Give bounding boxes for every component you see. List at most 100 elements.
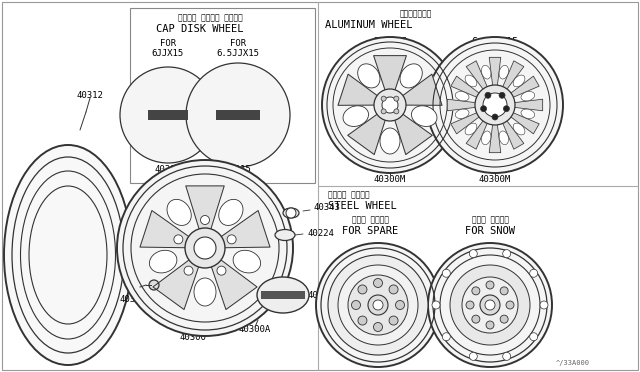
Text: FOR: FOR	[160, 38, 176, 48]
Circle shape	[530, 269, 538, 277]
Circle shape	[442, 333, 451, 341]
Circle shape	[389, 316, 398, 325]
Text: FOR: FOR	[230, 38, 246, 48]
Polygon shape	[338, 74, 379, 105]
Circle shape	[432, 301, 440, 309]
Text: スノー タイヤ用: スノー タイヤ用	[472, 215, 509, 224]
Ellipse shape	[499, 131, 509, 145]
Text: 40300M: 40300M	[374, 176, 406, 185]
Circle shape	[483, 93, 507, 117]
Polygon shape	[218, 211, 270, 248]
Circle shape	[286, 208, 296, 218]
Ellipse shape	[257, 277, 309, 313]
Ellipse shape	[167, 199, 191, 225]
Polygon shape	[507, 111, 539, 134]
Ellipse shape	[4, 145, 132, 365]
Polygon shape	[501, 117, 524, 149]
Circle shape	[316, 243, 440, 367]
Ellipse shape	[521, 109, 534, 119]
Circle shape	[502, 352, 511, 360]
Circle shape	[194, 237, 216, 259]
Text: 40315: 40315	[308, 291, 335, 299]
Text: ^/33A000: ^/33A000	[556, 360, 590, 366]
Circle shape	[500, 287, 508, 295]
Ellipse shape	[455, 109, 469, 119]
Polygon shape	[466, 61, 489, 93]
Polygon shape	[140, 211, 192, 248]
Circle shape	[486, 281, 494, 289]
Ellipse shape	[481, 65, 491, 79]
Ellipse shape	[513, 75, 525, 87]
Text: 40300A: 40300A	[239, 326, 271, 334]
Circle shape	[394, 96, 399, 101]
Circle shape	[149, 280, 159, 290]
Polygon shape	[210, 257, 257, 310]
Text: 40300: 40300	[180, 334, 207, 343]
Circle shape	[485, 300, 495, 310]
Ellipse shape	[521, 92, 534, 101]
Text: 40300M: 40300M	[479, 176, 511, 185]
Circle shape	[472, 287, 480, 295]
Circle shape	[186, 63, 290, 167]
Ellipse shape	[455, 92, 469, 101]
Circle shape	[394, 109, 399, 114]
Polygon shape	[348, 113, 386, 154]
Circle shape	[120, 67, 216, 163]
Text: 40300: 40300	[477, 357, 504, 366]
Text: FOR SPARE: FOR SPARE	[342, 226, 398, 236]
Text: 40315: 40315	[225, 166, 252, 174]
Circle shape	[475, 85, 515, 125]
Ellipse shape	[481, 131, 491, 145]
Ellipse shape	[465, 75, 477, 87]
Circle shape	[506, 301, 514, 309]
Circle shape	[427, 37, 563, 173]
Ellipse shape	[233, 250, 260, 273]
Ellipse shape	[149, 250, 177, 273]
Polygon shape	[489, 57, 500, 90]
Text: スチール ホイール: スチール ホイール	[328, 190, 370, 199]
Circle shape	[481, 106, 486, 112]
Ellipse shape	[219, 199, 243, 225]
Text: 40224: 40224	[308, 228, 335, 237]
Ellipse shape	[400, 64, 422, 88]
Bar	[216, 110, 260, 120]
Ellipse shape	[465, 123, 477, 135]
Polygon shape	[153, 257, 200, 310]
Circle shape	[358, 285, 367, 294]
Circle shape	[368, 295, 388, 315]
Circle shape	[381, 96, 386, 101]
Circle shape	[184, 266, 193, 275]
Circle shape	[373, 300, 383, 310]
Circle shape	[117, 160, 293, 336]
Text: スペア タイヤ用: スペア タイヤ用	[351, 215, 388, 224]
Ellipse shape	[380, 128, 400, 154]
Circle shape	[374, 323, 383, 331]
Circle shape	[500, 315, 508, 323]
Text: アルミホイール: アルミホイール	[400, 10, 433, 19]
Text: FOR SNOW: FOR SNOW	[465, 226, 515, 236]
Polygon shape	[447, 99, 480, 111]
Circle shape	[348, 275, 408, 335]
Ellipse shape	[275, 230, 295, 241]
Polygon shape	[501, 61, 524, 93]
Text: 40315: 40315	[155, 166, 181, 174]
Circle shape	[462, 277, 518, 333]
Circle shape	[530, 333, 538, 341]
Text: 40312: 40312	[77, 90, 104, 99]
Polygon shape	[374, 56, 406, 92]
Text: 40300: 40300	[365, 357, 392, 366]
Circle shape	[540, 301, 548, 309]
Circle shape	[358, 316, 367, 325]
Text: 40343: 40343	[313, 203, 340, 212]
Circle shape	[322, 37, 458, 173]
Polygon shape	[451, 111, 483, 134]
Circle shape	[428, 243, 552, 367]
Circle shape	[492, 114, 498, 120]
Text: 6JJX15: 6JJX15	[152, 49, 184, 58]
Text: ALUMINUM WHEEL: ALUMINUM WHEEL	[325, 20, 413, 30]
Circle shape	[502, 250, 511, 258]
Circle shape	[338, 265, 418, 345]
Circle shape	[227, 235, 236, 244]
Circle shape	[381, 109, 386, 114]
Circle shape	[200, 215, 209, 224]
